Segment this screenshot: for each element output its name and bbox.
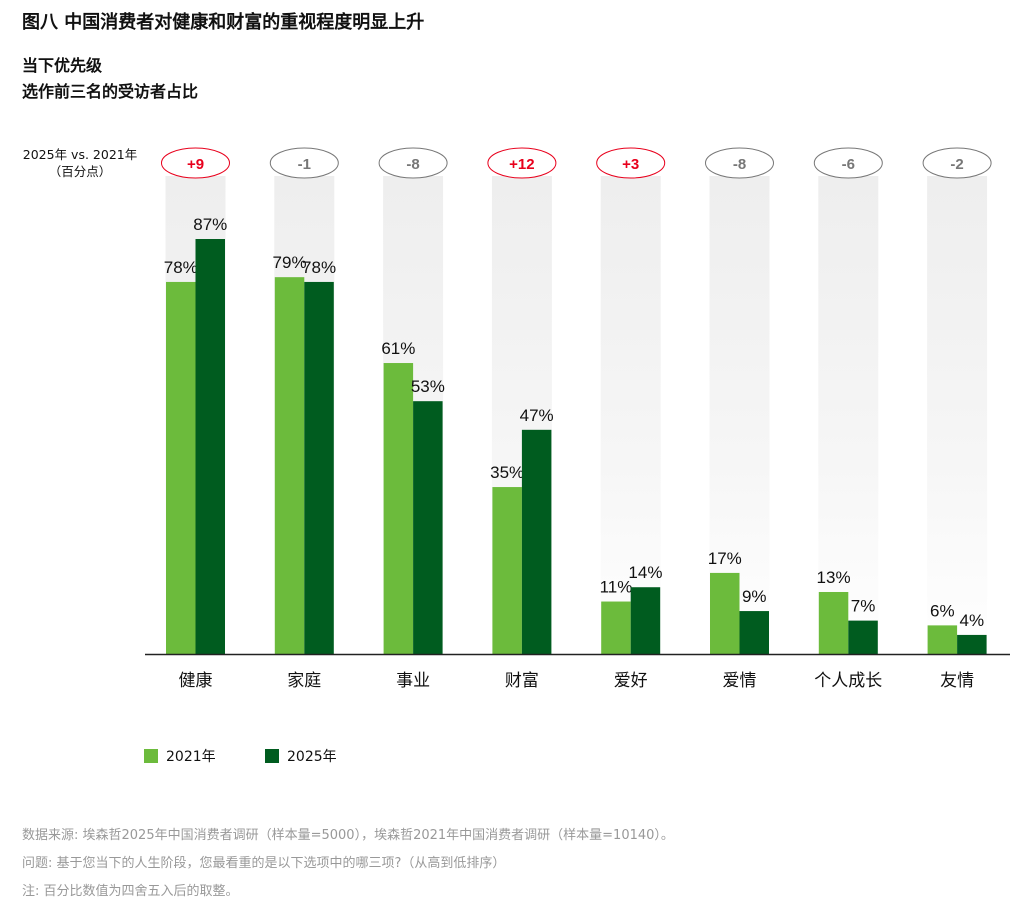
bar-2025 xyxy=(957,634,987,654)
bar-2021 xyxy=(601,601,631,654)
data-label: 47% xyxy=(520,406,554,425)
bar-2025 xyxy=(304,281,334,654)
legend-2021: 2021年 xyxy=(144,746,216,766)
bar-2021 xyxy=(710,572,740,654)
category-label: 家庭 xyxy=(287,671,321,691)
bar-2021 xyxy=(274,277,305,654)
category-label: 事业 xyxy=(396,671,430,691)
delta-label: -2 xyxy=(950,156,963,173)
legend-swatch-2025 xyxy=(265,749,279,763)
data-label: 35% xyxy=(490,463,524,482)
category-label: 健康 xyxy=(179,671,213,691)
data-label: 87% xyxy=(193,215,227,234)
data-label: 7% xyxy=(851,597,876,616)
footnote-question: 问题: 基于您当下的人生阶段，您最看重的是以下选项中的哪三项?（从高到低排序） xyxy=(22,856,506,871)
data-label: 79% xyxy=(273,253,307,272)
figure-title: 图八 中国消费者对健康和财富的重视程度明显上升 xyxy=(22,12,425,33)
category-label: 个人成长 xyxy=(814,671,882,691)
category-label: 友情 xyxy=(940,671,974,691)
column-background xyxy=(818,176,879,654)
legend-swatch-2021 xyxy=(144,749,158,763)
data-label: 9% xyxy=(742,587,767,606)
delta-caption-line2: （百分点） xyxy=(48,164,112,179)
data-label: 53% xyxy=(411,377,445,396)
delta-caption: 2025年 vs. 2021年 （百分点） xyxy=(14,146,146,180)
column-background xyxy=(927,176,988,654)
bar-2021 xyxy=(492,487,522,654)
data-label: 17% xyxy=(708,549,742,568)
footnote-source: 数据来源: 埃森哲2025年中国消费者调研（样本量=5000），埃森哲2021年… xyxy=(22,828,674,843)
delta-label: -8 xyxy=(406,156,419,173)
category-label: 爱情 xyxy=(723,671,757,691)
bar-2025 xyxy=(521,429,552,654)
delta-label: +9 xyxy=(187,156,204,173)
data-label: 14% xyxy=(628,563,662,582)
footnote-note: 注: 百分比数值为四舍五入后的取整。 xyxy=(22,884,239,899)
delta-label: -6 xyxy=(842,156,855,173)
delta-label: +12 xyxy=(509,156,534,173)
data-label: 11% xyxy=(600,578,633,597)
data-label: 61% xyxy=(381,339,415,358)
bar-2025 xyxy=(739,611,769,654)
bar-2025 xyxy=(848,620,878,654)
column-background xyxy=(600,176,661,654)
data-label: 13% xyxy=(817,568,851,587)
category-label: 财富 xyxy=(505,671,539,691)
bar-2025 xyxy=(413,401,443,654)
delta-label: +3 xyxy=(622,156,639,173)
legend-label-2021: 2021年 xyxy=(166,749,216,765)
data-label: 78% xyxy=(302,258,336,277)
delta-badge xyxy=(596,147,666,179)
data-label: 6% xyxy=(930,601,955,620)
category-label: 爱好 xyxy=(614,671,648,691)
bar-2021 xyxy=(166,281,196,654)
subtitle: 当下优先级 xyxy=(22,56,103,75)
data-label: 4% xyxy=(960,611,985,630)
subtitle-2: 选作前三名的受访者占比 xyxy=(22,82,199,101)
bar-2025 xyxy=(630,587,661,654)
delta-badge xyxy=(487,147,557,179)
delta-badge xyxy=(922,147,992,179)
delta-badge xyxy=(378,147,448,179)
delta-badge xyxy=(269,147,339,179)
bar-2021 xyxy=(818,591,849,654)
delta-badge xyxy=(813,147,883,179)
bar-2021 xyxy=(927,625,958,654)
delta-label: -1 xyxy=(298,156,311,173)
delta-caption-line1: 2025年 vs. 2021年 xyxy=(22,147,138,162)
delta-badge xyxy=(705,147,774,179)
bar-2025 xyxy=(195,239,225,654)
delta-badge xyxy=(161,147,230,179)
legend-2025: 2025年 xyxy=(265,746,337,766)
legend-label-2025: 2025年 xyxy=(287,749,337,765)
bar-2021 xyxy=(383,363,414,654)
delta-label: -8 xyxy=(733,156,746,173)
data-label: 78% xyxy=(164,258,198,277)
